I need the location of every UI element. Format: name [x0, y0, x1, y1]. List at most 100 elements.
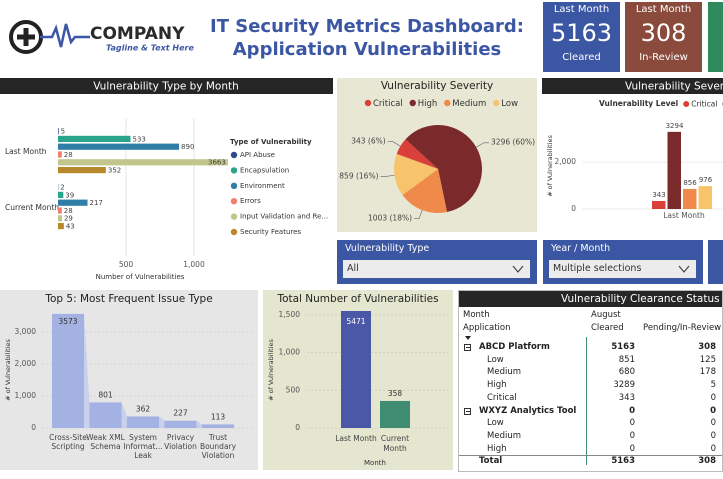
slicer-dropdown[interactable]: All — [343, 260, 530, 278]
chart-panel: Vulnerability Sever Vulnerability Level Cr… — [542, 78, 723, 232]
row-label: Low — [487, 354, 504, 365]
slicer-label: Vulnerability Type — [345, 243, 430, 254]
cell-value: 0 — [710, 405, 716, 416]
collapse-icon[interactable] — [464, 344, 471, 351]
ribbon — [159, 416, 165, 428]
card-caption: In-Review — [639, 52, 688, 63]
legend-label: Critical — [373, 99, 403, 109]
x-tick-label: Last Month — [335, 434, 377, 443]
cell-value: 3289 — [613, 380, 635, 391]
data-label: 362 — [136, 404, 151, 413]
x-tick-label: System Informat... Leak — [123, 433, 163, 460]
table-panel: Vulnerability Clearance Status b Month Aug… — [458, 290, 723, 472]
slicer: Vulnerability Type All — [337, 240, 537, 284]
cell-value: 308 — [698, 456, 716, 467]
legend-marker — [683, 101, 690, 107]
x-tick-label-box: Current Month — [381, 434, 409, 453]
collapse-icon[interactable] — [464, 407, 471, 415]
bar — [58, 151, 62, 158]
column-header: Application — [463, 322, 511, 333]
chart-panel: Total Number of Vulnerabilities 0 500 1,000… — [263, 290, 453, 470]
data-label: 5471 — [346, 317, 365, 326]
data-label: 227 — [173, 409, 188, 418]
y-tick-label: 500 — [286, 385, 301, 394]
column-header: Pending/In-Review — [643, 322, 722, 333]
legend-marker — [230, 167, 238, 174]
data-label: 343 — [652, 191, 665, 199]
data-label: 533 — [132, 135, 145, 143]
column-divider — [586, 337, 587, 465]
y-tick-label: 0 — [295, 423, 300, 432]
slicer: Year / Month Multiple selections — [543, 240, 703, 284]
bar — [652, 200, 666, 209]
ribbon — [121, 402, 127, 428]
data-label: 5 — [61, 128, 65, 136]
leader-line — [387, 141, 401, 147]
title-bar — [0, 78, 333, 94]
chart-panel: Vulnerability Type by Month 500 1,000 Last … — [0, 78, 333, 284]
x-tick-label-box: System Informat... Leak — [123, 433, 163, 460]
x-tick-label: Trust Boundary Violation — [199, 433, 237, 460]
leader-line — [380, 174, 395, 177]
card-value: 308 — [640, 19, 687, 47]
chart-panel: Top 5: Most Frequent Issue Type 0 1,000 2,0… — [0, 290, 258, 470]
collapse-icon-bar — [465, 410, 470, 412]
legend-label: Input Validation and Re... — [240, 213, 328, 221]
legend-label: Critical — [691, 100, 717, 109]
data-label: 352 — [108, 167, 121, 175]
bar — [58, 159, 228, 166]
logo-plus — [17, 28, 35, 46]
cell-value: 5163 — [611, 456, 635, 467]
pie-slice — [405, 124, 482, 213]
card-partial — [708, 2, 723, 72]
bar — [683, 188, 697, 209]
data-label: 217 — [90, 199, 103, 207]
bar — [127, 416, 159, 428]
data-label: 1003 (18%) — [368, 213, 412, 222]
dashboard-title: IT Security Metrics Dashboard: — [210, 16, 524, 37]
slicer-value: Multiple selections — [553, 263, 642, 274]
collapse-icon-bar — [465, 347, 470, 348]
data-label: 28 — [64, 151, 73, 159]
cell-value: 851 — [618, 354, 635, 365]
category-label: Current Month — [5, 203, 59, 212]
slicer-dropdown[interactable]: Multiple selections — [549, 260, 696, 278]
pie-slice — [402, 169, 448, 213]
sort-arrow — [465, 336, 471, 340]
x-tick-label: 1,000 — [183, 260, 205, 269]
row-label: High — [487, 380, 507, 391]
bar — [58, 143, 180, 150]
legend-title: Vulnerability Level — [599, 99, 678, 108]
y-tick-label: 3,000 — [15, 327, 37, 336]
data-label: 39 — [65, 191, 74, 199]
data-label: 3294 — [666, 122, 684, 130]
x-tick-label: 500 — [119, 260, 134, 269]
legend-title: Type of Vulnerability — [230, 138, 312, 146]
bar — [58, 167, 106, 174]
card-caption: Cleared — [562, 52, 601, 63]
card-value: 5163 — [550, 19, 613, 47]
card-label: Last Month — [635, 4, 692, 15]
slicer-value: All — [347, 263, 359, 274]
slicer-label: Year / Month — [551, 243, 611, 254]
bar — [202, 424, 234, 428]
cell-value: 0 — [629, 443, 635, 454]
data-label: 43 — [66, 223, 75, 231]
title-bar — [542, 78, 723, 94]
kpi-card: Last Month 308 In-Review — [625, 2, 702, 72]
cell-value: 0 — [629, 405, 635, 416]
data-label: 2 — [60, 184, 64, 192]
cell-value: 308 — [698, 342, 716, 352]
cell-value: 343 — [618, 392, 635, 403]
x-tick-label-box: Last Month — [335, 434, 377, 443]
legend-label: High — [418, 99, 438, 109]
y-tick-label: 0 — [571, 204, 576, 213]
x-tick-label: Privacy Violation — [164, 433, 197, 451]
legend-marker — [230, 213, 238, 220]
y-axis-title: # of Vulnerabilities — [267, 338, 275, 400]
bar — [58, 191, 64, 198]
chevron — [678, 265, 690, 273]
y-tick-label: 2,000 — [15, 359, 37, 368]
data-label: 29 — [64, 215, 73, 223]
